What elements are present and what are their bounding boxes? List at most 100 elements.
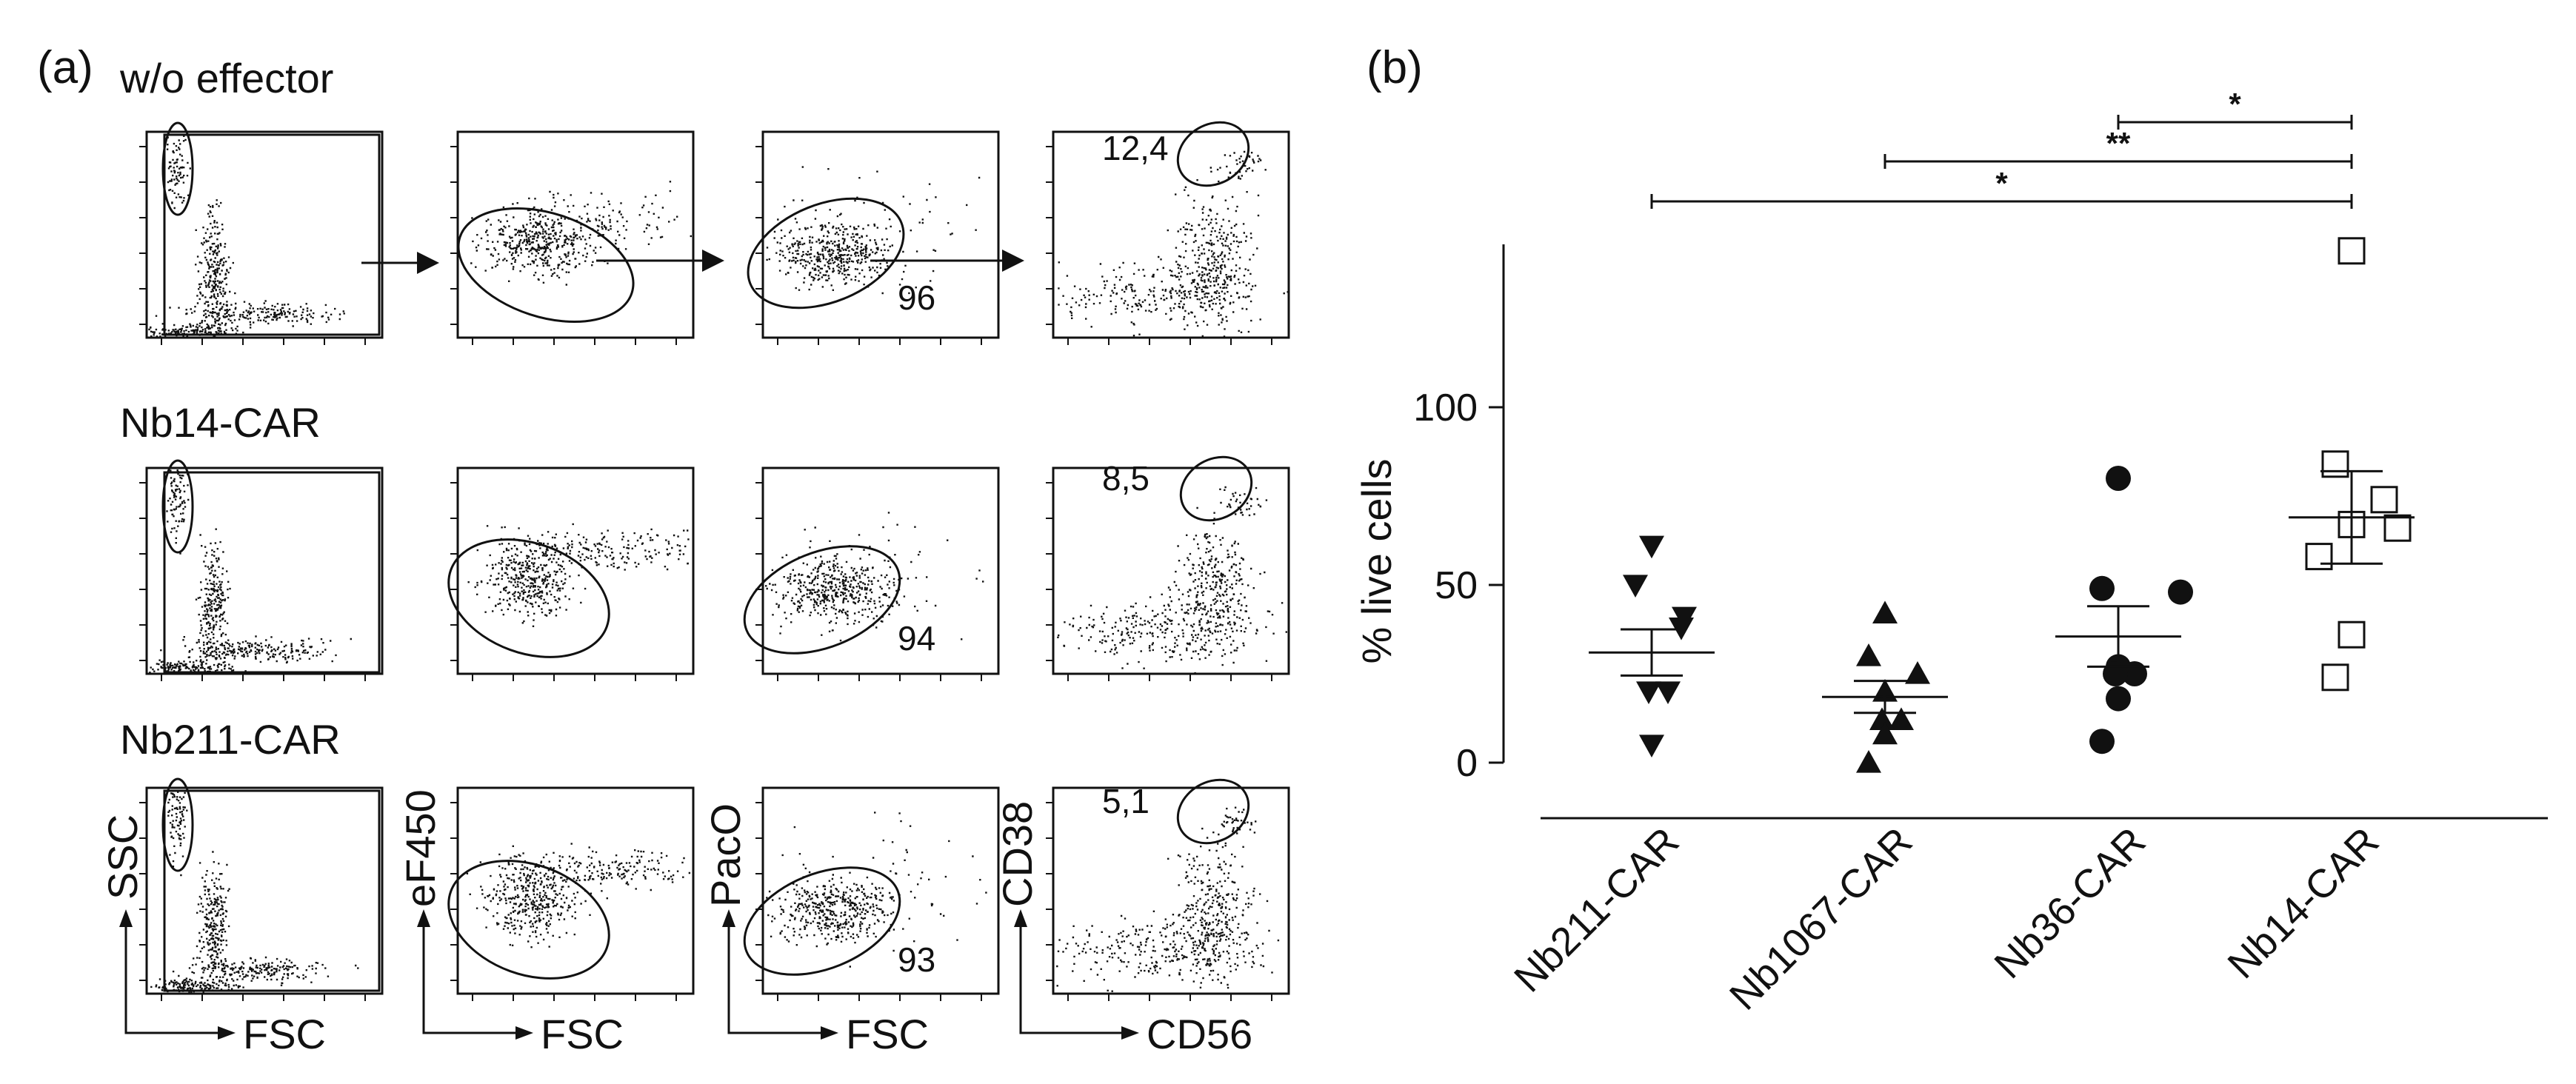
mean-sem-bars — [1589, 469, 2415, 715]
dot-cloud-r3-c2 — [466, 843, 691, 949]
dot-cloud-r2-c3 — [765, 512, 984, 642]
flow-plot-frame-r2-c4 — [1052, 466, 1290, 675]
data-point-nb14-car — [2321, 450, 2349, 478]
gate-value-r3-paco: 93 — [898, 940, 935, 979]
data-points — [1623, 237, 2412, 773]
y-ticks: 0 50 100 — [1413, 387, 1504, 785]
dot-cloud-r2-c2 — [467, 523, 690, 627]
arrowhead-right-col1 — [218, 1026, 236, 1040]
flow-plot-frame-r2-c3 — [761, 466, 1000, 675]
arrowhead-right-col2 — [515, 1026, 533, 1040]
x-category-label-nb36-car: Nb36-CAR — [1986, 819, 2154, 987]
data-point-nb14-car — [2338, 620, 2366, 649]
data-point-nb1067-car — [1889, 707, 1914, 730]
data-point-nb1067-car — [1869, 707, 1895, 730]
x-category-label-nb211-car: Nb211-CAR — [1506, 819, 1687, 1000]
flow-dot-clouds — [148, 134, 1289, 994]
data-point-nb14-car — [2338, 237, 2366, 265]
x-axis-label-fsc-2: FSC — [541, 1011, 624, 1057]
data-point-nb1067-car — [1856, 643, 1881, 666]
data-point-nb36-car — [2089, 575, 2115, 601]
axis-arrow-col3 — [727, 924, 824, 1034]
gate-ellipse-r2-c3 — [743, 545, 901, 655]
gating-arrows — [361, 250, 1024, 274]
flow-plot-frames — [139, 130, 1290, 1001]
dot-cloud-r2-c4 — [1057, 486, 1287, 675]
data-point-nb1067-car — [1872, 721, 1898, 745]
data-point-nb14-car — [2321, 663, 2349, 692]
dot-cloud-r1-c2 — [470, 181, 692, 286]
gate-ellipse-r1-c1 — [161, 121, 194, 216]
significance-bars: **** — [1650, 87, 2353, 209]
gate-ellipse-r3-c4 — [1176, 778, 1250, 845]
x-axis-label-fsc-3: FSC — [846, 1011, 929, 1057]
arrowhead-right-col3 — [821, 1026, 838, 1040]
panel-a-flow-cytometry: (a) w/o effector Nb14-CAR Nb211-CAR — [37, 42, 1290, 1057]
row-label-w-o-effector: w/o effector — [119, 55, 333, 101]
x-axis-label-fsc-1: FSC — [243, 1011, 326, 1057]
data-point-nb14-car — [2370, 486, 2398, 514]
x-category-label-nb14-car: Nb14-CAR — [2219, 819, 2387, 987]
gate-rect-r3-c1 — [163, 789, 381, 992]
data-point-nb1067-car — [1872, 600, 1898, 623]
gate-value-r2-paco: 94 — [898, 619, 935, 658]
flow-gates — [161, 121, 1253, 992]
gate-rect-r2-c1 — [163, 471, 381, 674]
gate-ellipse-r1-c3 — [747, 197, 905, 310]
dot-cloud-r3-c3 — [766, 812, 987, 968]
gate-ellipse-r3-c1 — [161, 777, 194, 872]
gate-value-r1-paco: 96 — [898, 278, 935, 317]
row-label-nb211-car: Nb211-CAR — [120, 716, 341, 763]
data-point-nb36-car — [2103, 661, 2128, 686]
y-axis-label-paco: PacO — [702, 803, 749, 907]
data-point-nb14-car — [2305, 543, 2333, 571]
gate-value-r2-cd38: 8,5 — [1102, 459, 1149, 498]
y-axis-label-ef450: eF450 — [397, 789, 444, 907]
data-point-nb36-car — [2106, 686, 2131, 712]
axis-arrow-col1 — [124, 924, 221, 1034]
flow-plot-frame-r1-c2 — [456, 130, 695, 339]
axis-arrow-col2 — [422, 924, 518, 1034]
dot-cloud-r1-c1 — [148, 134, 345, 338]
data-point-nb211-car — [1655, 681, 1681, 704]
x-axis-label-cd56: CD56 — [1147, 1011, 1252, 1057]
data-point-nb1067-car — [1856, 750, 1881, 773]
gate-ellipse-r2-c4 — [1179, 455, 1253, 522]
data-point-nb36-car — [2106, 466, 2131, 491]
data-point-nb1067-car — [1905, 661, 1930, 684]
flow-plot-frame-r3-c2 — [456, 786, 695, 995]
panel-b-label: (b) — [1367, 42, 1423, 93]
dot-cloud-r3-c4 — [1056, 806, 1280, 992]
gate-ellipse-r3-c3 — [743, 866, 901, 976]
y-axis-label: % live cells — [1353, 459, 1400, 664]
flow-plot-frame-r1-c1 — [145, 130, 384, 339]
flow-plot-frame-r2-c2 — [456, 466, 695, 675]
panel-a-label: (a) — [37, 42, 93, 93]
arrowhead-up-col2 — [417, 909, 430, 927]
dot-cloud-r1-c4 — [1058, 150, 1289, 338]
axes — [1502, 244, 2548, 820]
sig-label-0: * — [2229, 87, 2241, 121]
data-point-nb14-car — [2383, 514, 2412, 542]
arrowhead-up-col1 — [119, 909, 133, 927]
y-tick-label-100: 100 — [1413, 387, 1478, 429]
dot-cloud-r2-c1 — [149, 469, 352, 675]
gate-value-r3-cd38: 5,1 — [1102, 782, 1149, 820]
gate-value-r1-cd38: 12,4 — [1102, 129, 1169, 167]
flow-plot-frame-r1-c3 — [761, 130, 1000, 339]
flow-plot-frame-r3-c1 — [145, 786, 384, 995]
dot-cloud-r1-c3 — [766, 166, 981, 295]
data-point-nb36-car — [2168, 579, 2193, 605]
data-point-nb36-car — [2089, 729, 2115, 755]
axis-arrow-col4 — [1019, 924, 1124, 1034]
arrowhead-right-col4 — [1121, 1026, 1139, 1040]
gate-ellipse-r3-c2 — [447, 860, 610, 980]
y-axis-label-cd38: CD38 — [994, 801, 1041, 907]
gate-rect-r1-c1 — [163, 133, 381, 336]
x-category-labels: Nb211-CAR Nb1067-CAR Nb36-CAR Nb14-CAR — [1506, 819, 2387, 1019]
x-category-label-nb1067-car: Nb1067-CAR — [1721, 819, 1921, 1019]
data-point-nb211-car — [1639, 535, 1664, 559]
data-point-nb211-car — [1639, 735, 1664, 757]
data-point-nb211-car — [1636, 681, 1661, 704]
